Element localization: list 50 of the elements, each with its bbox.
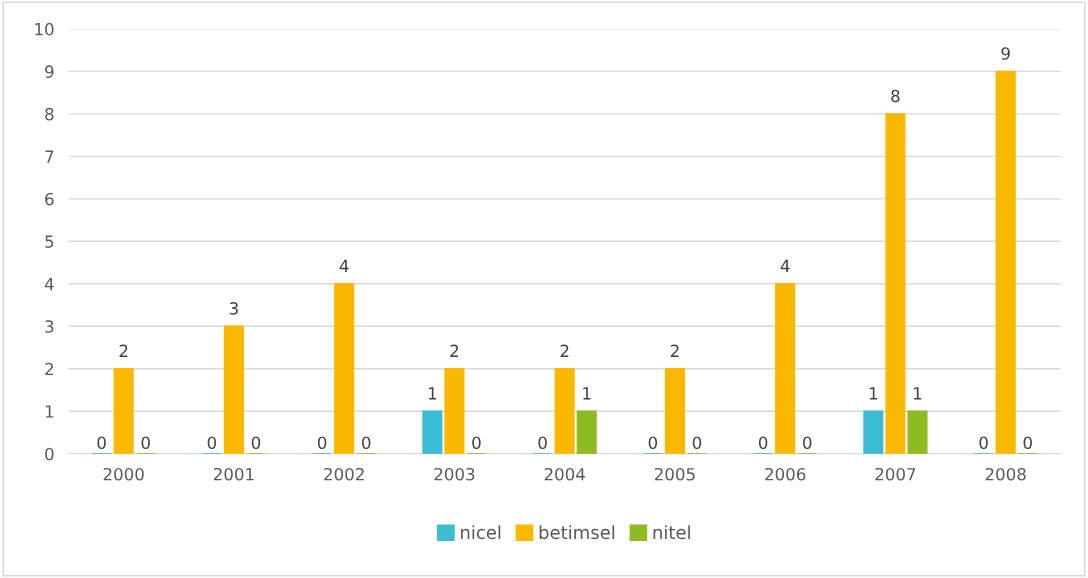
data-label: 0 xyxy=(803,436,812,450)
y-tick-label: 9 xyxy=(45,65,54,78)
x-tick-label: 2005 xyxy=(654,467,695,481)
data-label: 8 xyxy=(891,89,900,103)
x-tick-label: 2008 xyxy=(985,467,1026,481)
data-label: 3 xyxy=(229,302,238,315)
legend-label: nicel xyxy=(461,525,501,540)
data-label: 0 xyxy=(207,436,217,450)
x-tick-label: 2001 xyxy=(213,467,254,481)
legend-label: nitel xyxy=(653,525,690,540)
x-tick-label: 2004 xyxy=(544,467,585,481)
y-tick-label: 7 xyxy=(45,150,54,163)
y-tick-label: 2 xyxy=(45,362,53,376)
data-label: 0 xyxy=(979,436,988,450)
data-label: 0 xyxy=(648,436,658,450)
y-tick-label: 0 xyxy=(45,447,54,461)
data-label: 0 xyxy=(362,436,371,450)
data-label: 0 xyxy=(538,436,547,450)
data-label: 4 xyxy=(780,259,790,272)
y-tick-label: 3 xyxy=(45,320,54,333)
y-tick-label: 5 xyxy=(45,235,54,248)
x-tick-label: 2003 xyxy=(434,467,475,481)
data-label: 0 xyxy=(317,436,327,450)
x-tick-label: 2006 xyxy=(765,467,806,481)
data-label: 0 xyxy=(472,436,481,450)
data-label: 9 xyxy=(1001,47,1010,60)
y-tick-label: 4 xyxy=(44,277,54,291)
data-label: 2 xyxy=(450,344,459,357)
data-label: 1 xyxy=(914,387,922,400)
legend-label: betimsel xyxy=(539,525,615,540)
y-tick-label: 1 xyxy=(45,405,54,418)
data-label: 2 xyxy=(670,344,679,357)
x-tick-label: 2000 xyxy=(103,467,144,481)
data-label: 0 xyxy=(692,436,702,450)
y-tick-label: 8 xyxy=(45,107,54,121)
data-label: 0 xyxy=(251,436,261,450)
data-label: 2 xyxy=(119,344,128,357)
data-label: 1 xyxy=(583,387,591,400)
x-tick-label: 2002 xyxy=(324,467,364,481)
data-label: 2 xyxy=(560,344,569,357)
data-label: 0 xyxy=(141,436,150,450)
data-label: 0 xyxy=(758,436,768,450)
data-label: 1 xyxy=(869,387,878,400)
data-label: 1 xyxy=(428,387,437,400)
x-tick-label: 2007 xyxy=(875,467,916,481)
data-label: 0 xyxy=(1023,436,1032,450)
data-label: 0 xyxy=(97,436,106,450)
y-tick-label: 6 xyxy=(45,192,54,206)
data-label: 4 xyxy=(339,259,349,272)
y-tick-label: 10 xyxy=(35,22,54,36)
